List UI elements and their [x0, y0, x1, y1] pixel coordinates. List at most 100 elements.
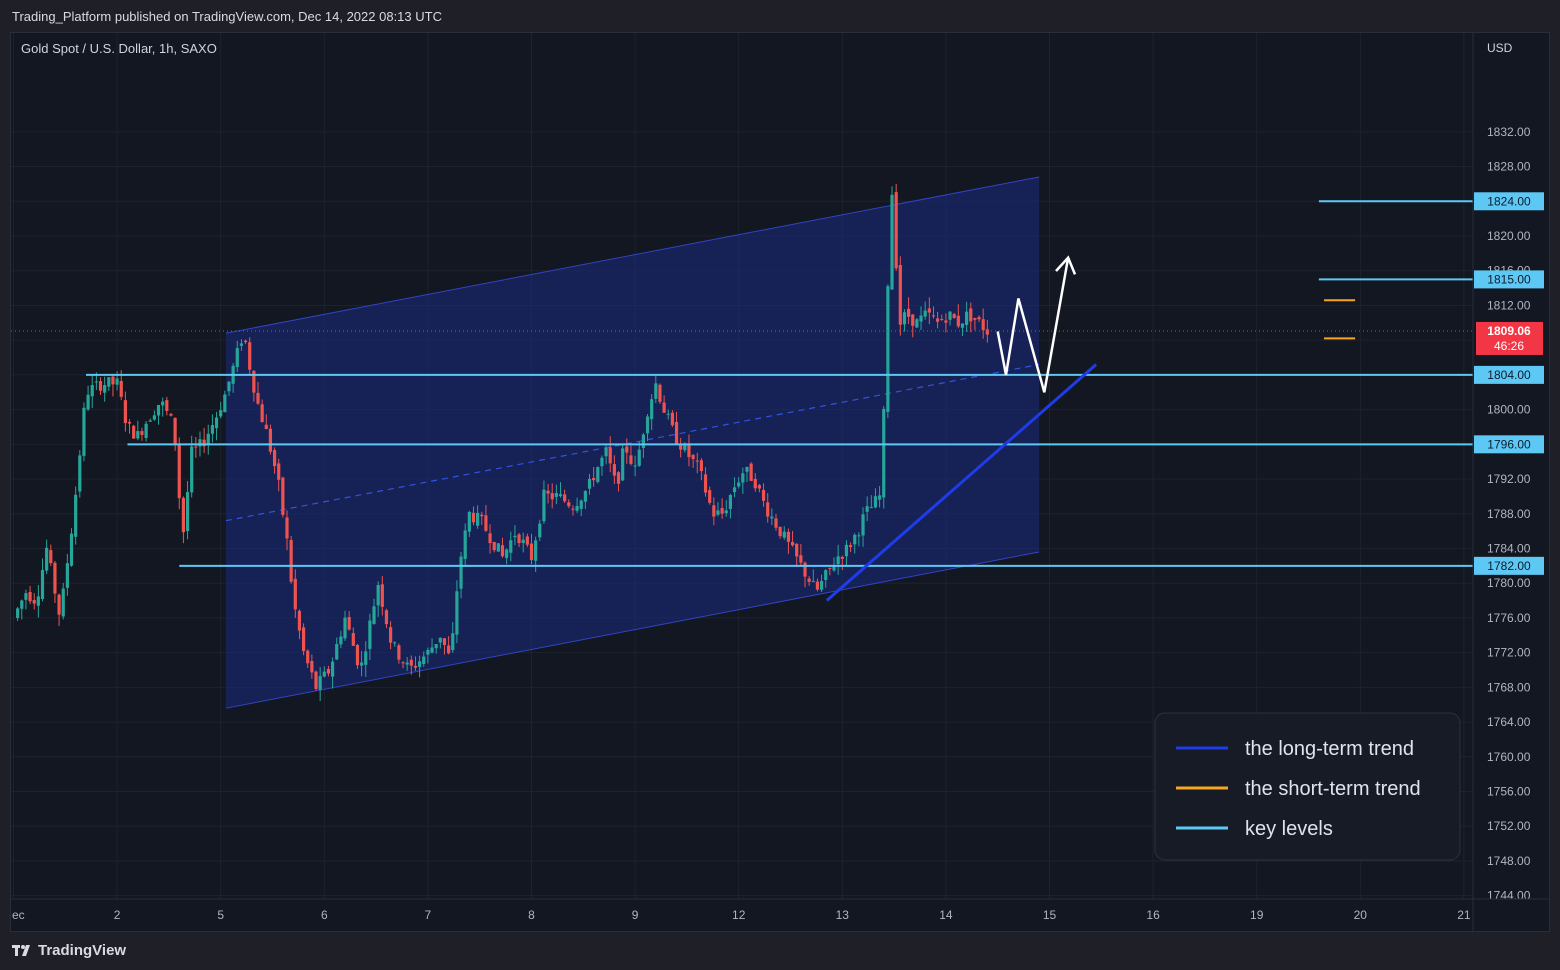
y-tick-label: 1800.00 [1487, 403, 1531, 417]
candle-body [554, 492, 558, 497]
candle-body [761, 489, 766, 501]
legend: the long-term trend the short-term trend… [1154, 712, 1461, 861]
candle-body [239, 343, 244, 346]
candle-body [629, 455, 633, 464]
price-chart[interactable]: Gold Spot / U.S. Dollar, 1h, SAXO USD 18… [11, 33, 1549, 931]
candle-body [202, 439, 206, 447]
candle-body [434, 644, 438, 649]
candle-body [285, 517, 289, 539]
candle-body [235, 348, 239, 368]
candle-body [45, 547, 49, 571]
x-tick-label: 6 [321, 908, 328, 922]
candle-body [343, 617, 347, 639]
candle-body [600, 457, 604, 467]
time-axis[interactable]: ec 2 5 6 7 8 9 12 13 14 15 16 19 20 21 [11, 898, 1549, 922]
x-tick-label: 19 [1250, 908, 1264, 922]
candle-body [691, 455, 695, 460]
candle-body [919, 315, 923, 322]
candle-body [177, 443, 181, 499]
candlestick-series [16, 184, 989, 702]
candle-body [679, 444, 683, 450]
channel-lower-line [225, 551, 1040, 709]
y-tick-label: 1768.00 [1487, 680, 1531, 694]
candle-body [757, 485, 762, 489]
candle-body [451, 633, 455, 651]
candle-body [616, 472, 621, 484]
candle-body [969, 308, 973, 322]
candle-body [372, 606, 376, 624]
candle-body [674, 421, 679, 445]
candle-body [430, 647, 434, 653]
candle-body [732, 487, 737, 493]
candle-body [152, 415, 156, 420]
candle-body [301, 627, 306, 652]
y-tick-label: 1784.00 [1487, 541, 1531, 555]
key-level-badge-label: 1796.00 [1487, 437, 1531, 451]
candle-body [119, 380, 123, 397]
candle-body [828, 567, 832, 569]
y-tick-label: 1792.00 [1487, 472, 1531, 486]
candle-body [778, 526, 782, 537]
candle-body [413, 665, 418, 668]
candle-body [368, 620, 372, 649]
candle-body [579, 500, 583, 509]
candle-body [720, 508, 724, 514]
candle-body [181, 497, 186, 533]
candle-body [484, 515, 488, 531]
candle-body [944, 320, 948, 323]
y-tick-label: 1788.00 [1487, 507, 1531, 521]
candle-body [786, 531, 791, 542]
candle-body [476, 512, 480, 526]
candle-body [243, 340, 248, 343]
long-term-trend-line [825, 363, 1098, 602]
candle-body [799, 555, 803, 563]
candle-body [144, 423, 148, 438]
candle-body [16, 608, 20, 618]
key-level-badge-label: 1804.00 [1487, 368, 1531, 382]
candle-body [401, 662, 405, 664]
candle-body [509, 540, 513, 553]
candle-body [467, 511, 471, 532]
candle-body [848, 545, 853, 548]
candle-body [281, 477, 285, 515]
x-tick-label: 7 [425, 908, 432, 922]
y-tick-label: 1828.00 [1487, 160, 1531, 174]
candle-body [587, 478, 592, 489]
candle-body [173, 417, 177, 444]
candle-body [645, 416, 650, 434]
candle-body [633, 465, 637, 467]
candle-body [977, 317, 981, 320]
candle-body [127, 421, 132, 424]
x-tick-label: ec [12, 908, 25, 922]
candle-body [716, 510, 720, 515]
candle-body [898, 265, 902, 325]
x-tick-label: 20 [1354, 908, 1368, 922]
candle-body [583, 491, 587, 502]
candle-body [272, 450, 277, 467]
candle-body [890, 194, 894, 290]
candle-body [965, 311, 969, 325]
candle-body [496, 543, 500, 552]
candle-body [442, 638, 447, 646]
candle-body [865, 506, 869, 512]
candle-body [621, 448, 625, 481]
x-tick-label: 12 [732, 908, 746, 922]
candle-body [455, 591, 459, 635]
candle-body [625, 446, 629, 453]
candle-body [525, 536, 529, 545]
candle-body [24, 593, 28, 600]
chart-frame[interactable]: Gold Spot / U.S. Dollar, 1h, SAXO USD 18… [10, 32, 1550, 932]
candle-body [248, 342, 252, 370]
x-tick-label: 15 [1043, 908, 1057, 922]
candle-body [132, 425, 136, 439]
candle-body [256, 392, 260, 404]
candle-body [981, 319, 985, 331]
candle-body [82, 407, 86, 456]
price-channel [225, 176, 1040, 709]
candle-body [592, 478, 596, 481]
candle-body [185, 492, 190, 532]
candle-body [612, 464, 616, 476]
candle-body [169, 413, 173, 416]
candle-body [538, 523, 542, 538]
candle-body [513, 535, 517, 538]
